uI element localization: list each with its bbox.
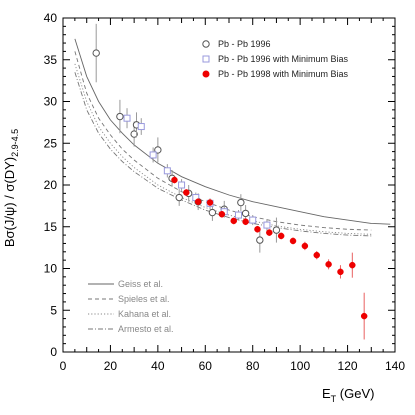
legend-label: Pb - Pb 1998 with Minimum Bias [218,69,349,79]
legend-label: Kahana et al. [118,309,171,319]
data-point [218,210,226,218]
data-point [149,151,157,159]
x-tick-label: 60 [199,359,213,373]
data-point [171,176,178,184]
data-point [263,221,271,229]
x-tick-label: 100 [290,359,310,373]
y-axis-title-main: Bσ(J/ψ) / σ(DY) [2,157,17,247]
data-point [313,251,320,259]
legend-label: Pb - Pb 1996 [218,39,271,49]
x-tick-label: 0 [60,359,67,373]
y-tick-label: 0 [50,345,57,359]
y-axis-title: Bσ(J/ψ) / σ(DY)2.9-4.5 [2,129,20,247]
legend-marker [202,70,210,78]
y-tick-label: 35 [44,53,58,67]
data-point [175,193,183,202]
data-point [116,112,124,121]
y-axis: 0 5 10 15 20 25 30 35 40 [44,11,395,359]
legend-top: Pb - Pb 1996 Pb - Pb 1996 with Minimum Bi… [202,39,349,79]
x-tick-label: 80 [246,359,260,373]
legend-label: Armesto et al. [118,324,174,334]
legend-label: Geiss et al. [118,279,163,289]
curve-line [74,38,391,225]
x-tick-label: 140 [385,359,405,373]
data-point [163,167,171,175]
y-tick-label: 5 [50,303,57,317]
y-tick-label: 25 [44,136,58,150]
x-tick-label: 20 [104,359,118,373]
legend-marker [202,40,210,48]
data-point [256,236,264,244]
data-point [289,237,297,245]
x-axis-title: ET (GeV) [322,386,374,404]
y-axis-title-sub: 2.9-4.5 [10,129,20,157]
data-point [206,199,214,206]
data-point [254,226,261,233]
y-tick-label: 30 [44,95,58,109]
data-point [337,268,344,276]
data-point [249,216,257,224]
data-point [325,261,332,268]
legend-bottom: Geiss et al. Spieles et al. Kahana et al. A… [88,279,174,334]
data-point [137,123,145,131]
y-tick-label: 15 [44,220,58,234]
data-point [349,261,356,269]
x-tick-label: 120 [338,359,358,373]
x-axis: 0 20 40 60 80 100 120 140 [60,18,405,373]
y-tick-label: 40 [44,11,58,25]
data-point [92,49,100,57]
data-point [237,198,245,207]
data-point [360,312,368,320]
data-point [266,229,273,236]
x-tick-label: 40 [151,359,165,373]
x-axis-title-main: E [322,386,331,401]
data-point [272,226,281,234]
data-point [241,209,250,218]
data-point [183,189,190,196]
legend-label: Pb - Pb 1996 with Minimum Bias [218,54,349,64]
data-point [208,208,217,217]
data-point [242,218,249,225]
data-point [178,181,186,189]
y-tick-label: 10 [44,262,58,276]
data-point [194,198,202,205]
curve-line [74,63,372,235]
legend-label: Spieles et al. [118,294,170,304]
data-point [230,217,237,225]
data-point [130,130,138,138]
x-axis-title-unit: (GeV) [336,386,374,401]
legend-marker [202,55,210,63]
y-tick-label: 20 [44,178,58,192]
data-point [301,242,309,250]
x-axis-title-sub: T [331,394,337,404]
data-point [277,232,285,240]
data-point [234,211,242,219]
data-point [123,114,131,122]
data-points [92,23,368,340]
